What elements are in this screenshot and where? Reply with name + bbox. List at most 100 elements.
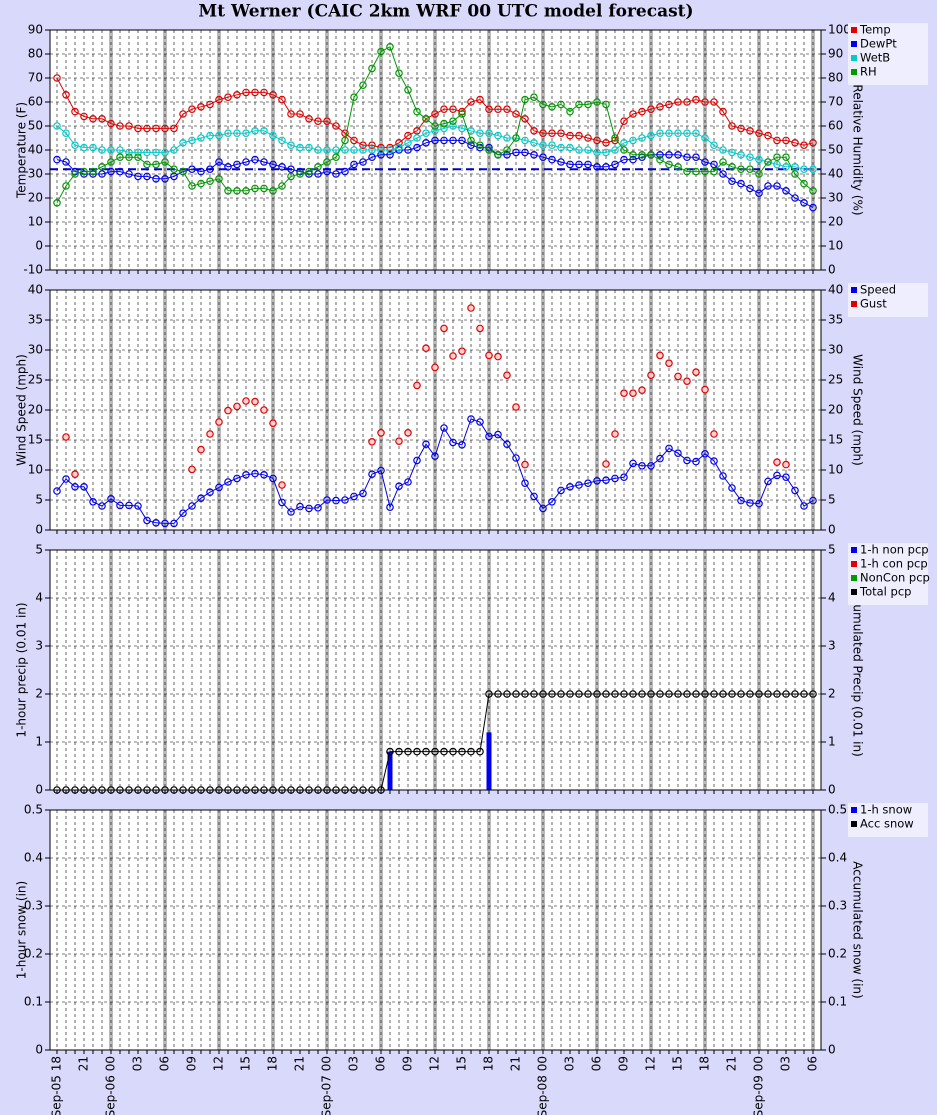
point <box>539 504 547 513</box>
point <box>71 470 79 479</box>
x-tick-label: Sep-09 00 <box>752 1056 766 1115</box>
point <box>602 139 610 147</box>
legend-label: Speed <box>860 283 896 297</box>
point <box>575 131 583 140</box>
point <box>548 129 556 138</box>
y-tick-label: 20 <box>28 191 43 205</box>
point <box>611 134 619 142</box>
point <box>296 170 304 178</box>
point <box>62 182 70 190</box>
point <box>440 124 448 133</box>
point <box>62 91 70 99</box>
point <box>422 129 430 138</box>
y-axis-label: Temperature (F) <box>15 102 29 199</box>
point <box>350 93 358 102</box>
point <box>359 158 367 166</box>
point <box>206 488 214 497</box>
point <box>422 747 430 756</box>
point <box>683 456 691 465</box>
point <box>629 110 637 118</box>
point <box>260 184 268 193</box>
point <box>458 440 466 449</box>
point <box>656 103 664 111</box>
point <box>584 100 592 109</box>
point <box>359 489 367 498</box>
point <box>116 501 124 510</box>
point <box>359 146 367 154</box>
point <box>746 165 754 174</box>
point <box>710 690 718 698</box>
point <box>656 351 664 360</box>
point <box>206 100 214 109</box>
point <box>764 182 772 190</box>
point <box>647 131 655 140</box>
point <box>476 747 484 756</box>
point <box>170 165 178 174</box>
x-tick-label: Sep-05 18 <box>50 1056 64 1115</box>
x-tick-label: 06 <box>806 1056 820 1071</box>
point <box>782 136 790 145</box>
point <box>674 449 682 458</box>
legend-swatch <box>851 301 857 307</box>
point <box>161 124 169 133</box>
y2-tick-label: 0.5 <box>828 803 847 817</box>
point <box>143 124 151 133</box>
point <box>431 363 439 372</box>
y-tick-label: 2 <box>35 687 43 701</box>
point <box>593 690 601 698</box>
point <box>674 690 682 698</box>
point <box>377 466 385 475</box>
point <box>755 155 763 164</box>
point <box>377 143 385 152</box>
point <box>224 129 232 138</box>
point <box>89 143 97 152</box>
point <box>539 141 547 150</box>
point <box>593 476 601 485</box>
y2-tick-label: 0.3 <box>828 899 847 913</box>
y-axis-label: 1-hour snow (in) <box>15 881 29 979</box>
point <box>440 119 448 128</box>
point <box>746 499 754 507</box>
point <box>431 110 439 118</box>
legend-swatch <box>851 27 857 33</box>
point <box>575 146 583 154</box>
point <box>395 143 403 152</box>
legend-swatch <box>851 69 857 75</box>
point <box>575 100 583 109</box>
point <box>773 182 781 190</box>
point <box>737 496 745 505</box>
point <box>170 172 178 181</box>
point <box>800 690 808 698</box>
point <box>386 143 394 152</box>
point <box>458 747 466 756</box>
point <box>593 136 601 145</box>
y-tick-label: 0.3 <box>24 899 43 913</box>
y-tick-label: 4 <box>35 591 43 605</box>
point <box>557 690 565 698</box>
point <box>305 170 313 178</box>
point <box>719 472 727 480</box>
point <box>548 141 556 150</box>
point <box>719 107 727 116</box>
point <box>314 170 322 178</box>
legend-label: NonCon pcp <box>860 571 930 585</box>
point <box>764 131 772 140</box>
point <box>71 482 79 491</box>
point <box>539 153 547 162</box>
y-tick-label: 0 <box>35 239 43 253</box>
point <box>512 110 520 118</box>
x-tick-label: 21 <box>725 1056 739 1071</box>
point <box>197 167 205 176</box>
point <box>800 199 808 207</box>
point <box>485 143 493 152</box>
point <box>206 165 214 174</box>
point <box>89 170 97 178</box>
point <box>467 141 475 150</box>
point <box>692 368 700 377</box>
x-tick-label: 12 <box>212 1056 226 1071</box>
point <box>755 170 763 178</box>
point <box>53 155 61 164</box>
point <box>422 344 430 353</box>
x-tick-label: 18 <box>266 1056 280 1071</box>
